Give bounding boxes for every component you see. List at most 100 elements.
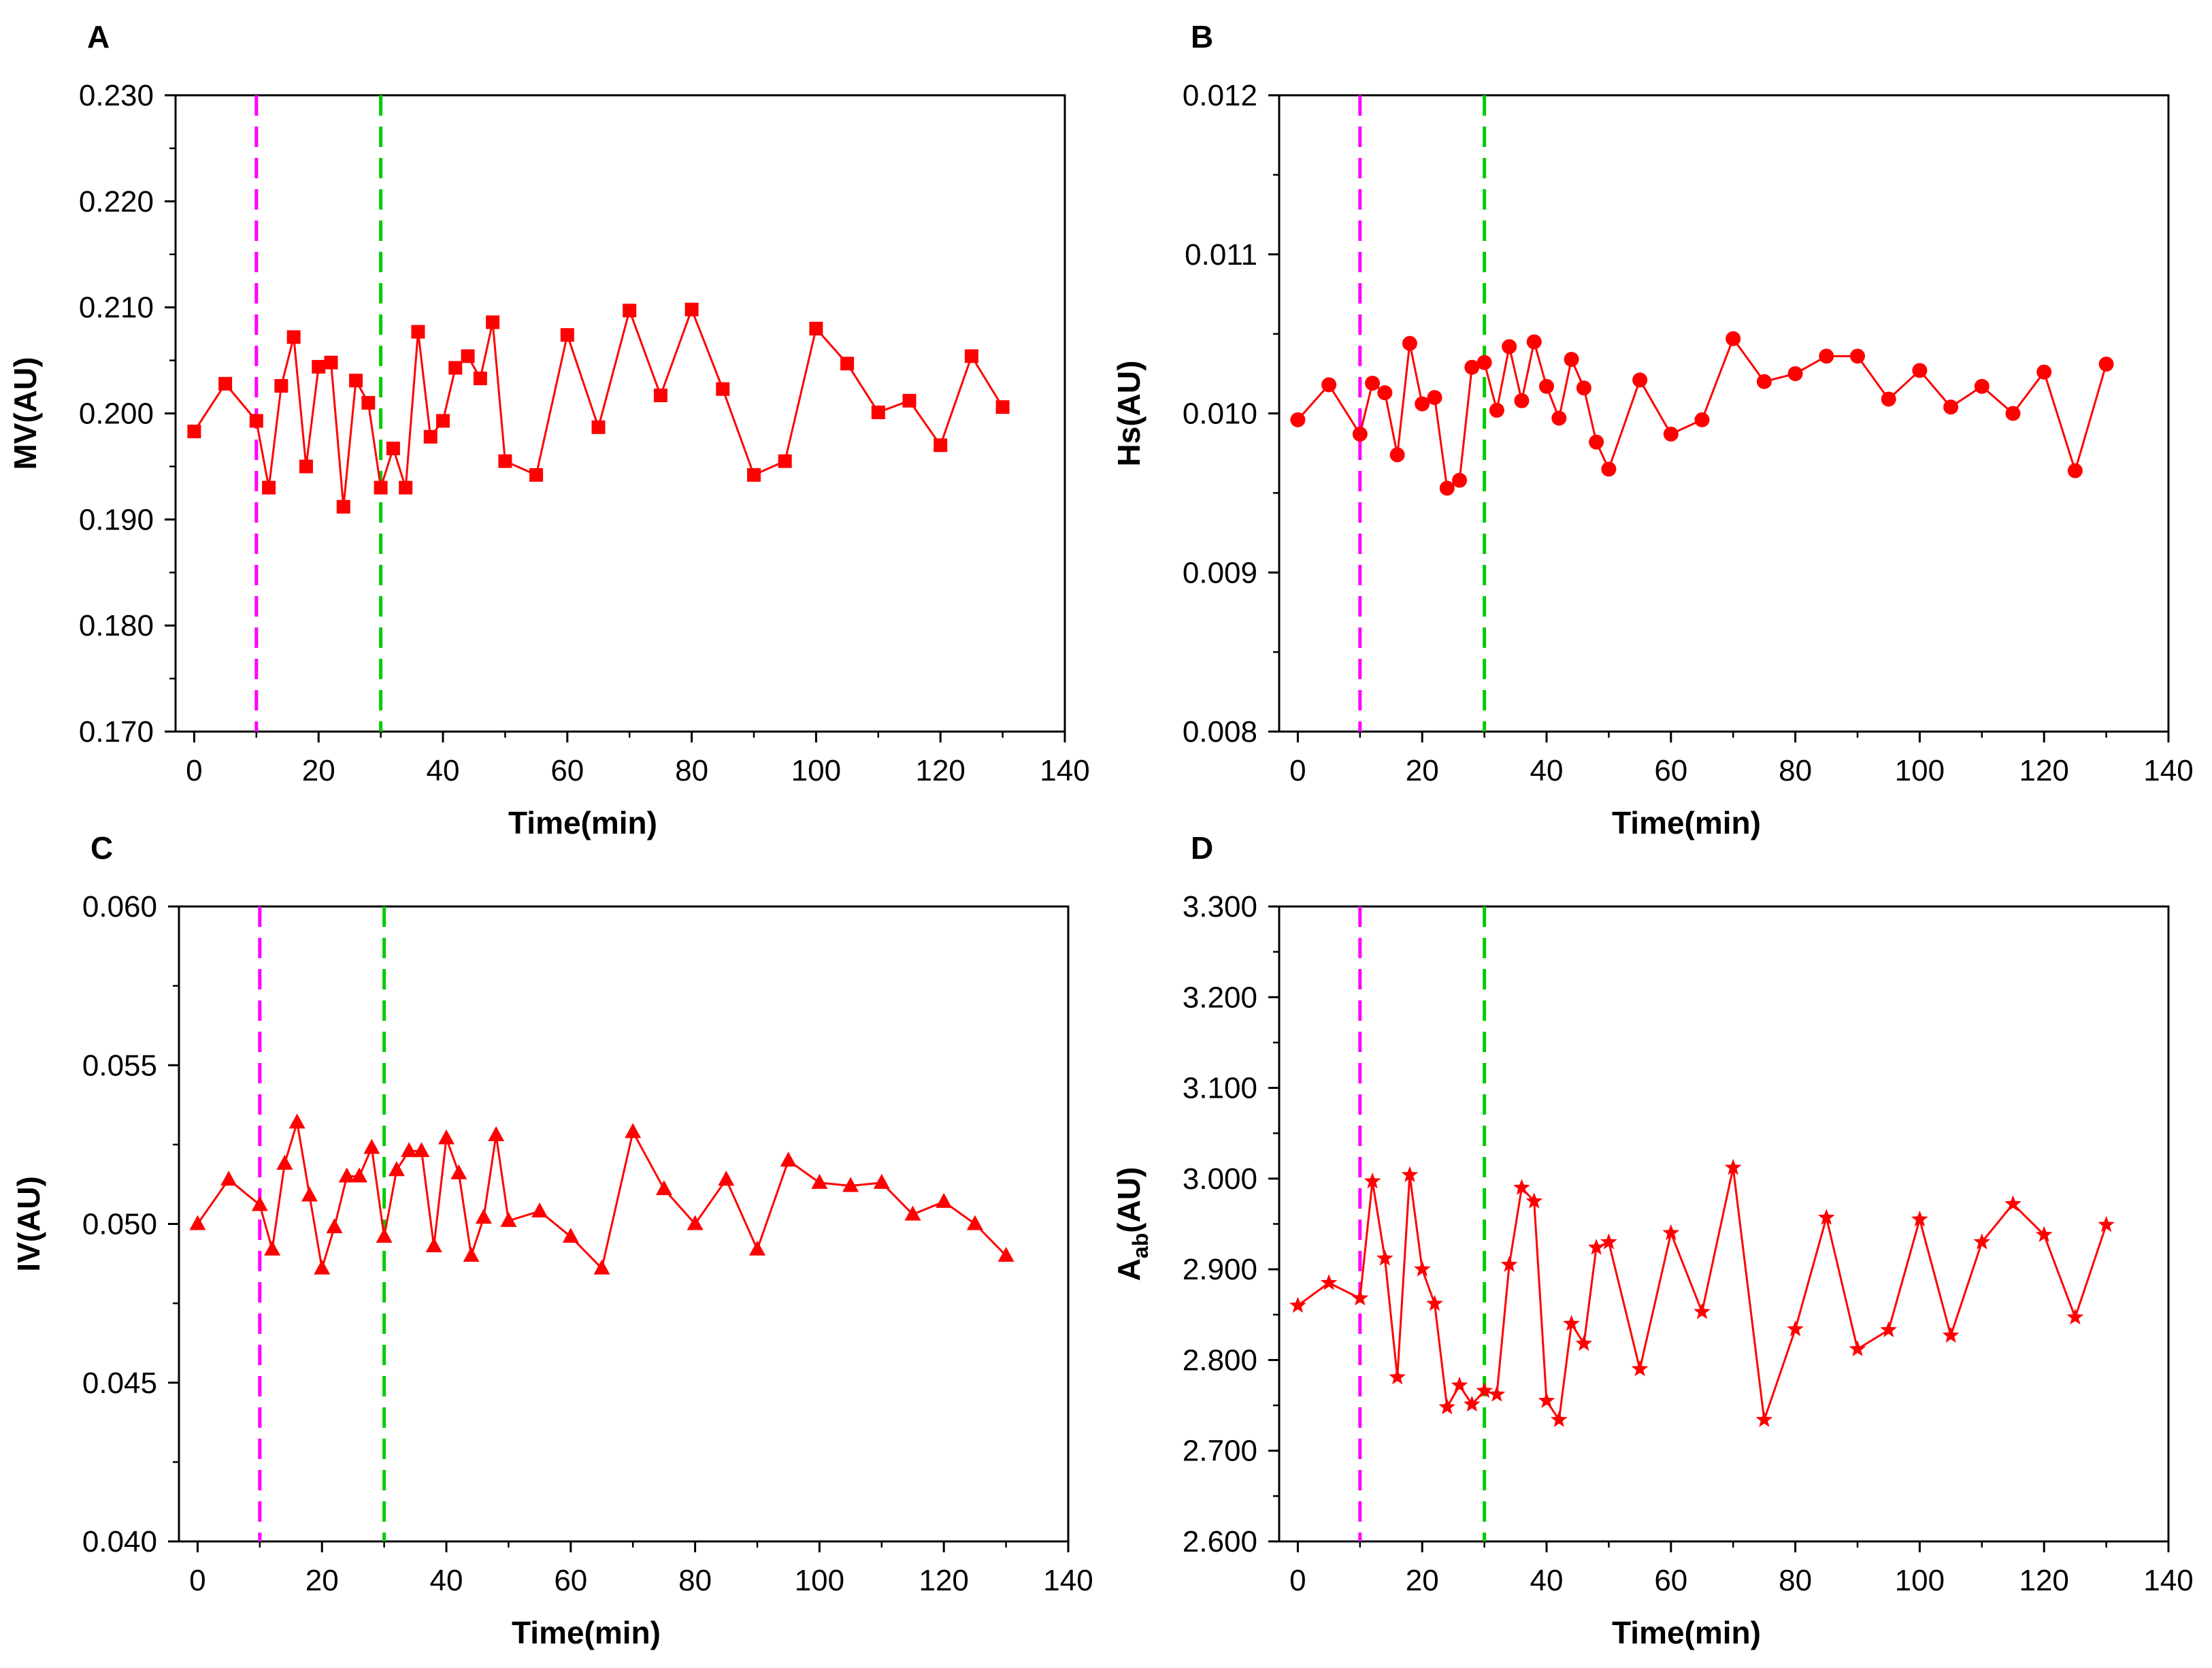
data-point <box>2066 1308 2084 1325</box>
data-point <box>1389 1368 1406 1385</box>
x-tick-label: 140 <box>1040 754 1089 787</box>
data-point <box>936 1192 953 1208</box>
y-tick-label: 0.170 <box>79 715 154 749</box>
y-axis-title-main: MV(AU) <box>7 357 43 470</box>
y-tick-label: 0.045 <box>82 1367 157 1400</box>
data-point <box>189 1215 206 1230</box>
data-point <box>187 424 201 438</box>
x-tick-label: 60 <box>1654 1564 1687 1597</box>
data-point <box>1415 396 1430 412</box>
data-point <box>1427 390 1442 406</box>
data-point <box>1631 1360 1649 1377</box>
data-point <box>2067 463 2083 478</box>
x-tick-label: 40 <box>427 754 460 787</box>
y-axis-title-subscript: ab <box>1128 1233 1153 1258</box>
x-tick-label: 80 <box>1779 754 1812 787</box>
data-point <box>625 1123 642 1139</box>
data-point <box>1476 1381 1493 1399</box>
y-axis-title: MV(AU) <box>7 357 43 470</box>
data-point <box>1364 1172 1381 1189</box>
data-point <box>531 1202 548 1217</box>
data-point <box>1402 336 1417 351</box>
x-tick-label: 100 <box>1895 1564 1945 1597</box>
data-point <box>2098 357 2114 372</box>
data-point <box>966 1215 983 1230</box>
data-point <box>964 349 978 363</box>
data-point <box>655 1180 672 1196</box>
data-point <box>1943 399 1959 415</box>
x-tick-label: 20 <box>306 1564 339 1597</box>
x-tick-label: 0 <box>186 754 202 787</box>
data-point <box>2004 1195 2021 1211</box>
data-point <box>473 372 487 386</box>
x-tick-label: 80 <box>1779 1564 1812 1597</box>
data-point <box>326 1218 343 1234</box>
data-point <box>220 1171 237 1186</box>
data-point <box>902 393 917 408</box>
panel-c: C 0 20 40 60 80 100 120 140 0.040 0.045 0.050 0.055 0… <box>11 830 1093 1650</box>
y-tick-label: 0.050 <box>82 1208 157 1241</box>
data-point <box>997 1247 1014 1262</box>
data-point <box>811 1173 828 1189</box>
data-point <box>529 468 544 482</box>
x-tick-label: 40 <box>1530 1564 1564 1597</box>
data-point <box>463 1247 480 1262</box>
data-point <box>376 1228 393 1243</box>
data-point <box>276 1154 293 1170</box>
data-point <box>2035 1226 2053 1242</box>
data-point <box>1817 1209 1835 1225</box>
data-point <box>363 1139 380 1154</box>
data-point <box>1880 1321 1898 1337</box>
data-point <box>1575 1335 1593 1351</box>
data-point <box>399 480 413 495</box>
data-point <box>2098 1215 2115 1232</box>
data-point <box>1563 1315 1580 1331</box>
data-point <box>653 389 667 403</box>
y-axis-title-units: (AU) <box>1111 1167 1146 1233</box>
data-point <box>1514 393 1530 408</box>
data-point <box>461 349 475 363</box>
data-point <box>401 1142 418 1158</box>
panel-label: A <box>87 19 110 54</box>
data-point <box>349 374 363 388</box>
panel-d: D 0 20 40 60 80 100 120 140 2.600 2.700 2.800 2.900 3… <box>1111 830 2194 1650</box>
data-point <box>842 1177 859 1192</box>
data-point <box>1632 372 1648 388</box>
x-tick-label: 140 <box>2143 1564 2193 1597</box>
y-tick-label: 3.300 <box>1183 890 1257 923</box>
y-axis-title-main: Hs(AU) <box>1111 361 1146 467</box>
data-point <box>1377 385 1393 401</box>
x-tick-label: 100 <box>1895 754 1945 787</box>
x-tick-label: 140 <box>2143 754 2193 787</box>
data-point <box>411 325 425 339</box>
data-point <box>264 1240 281 1256</box>
panel-b: B 0 20 40 60 80 100 120 140 0.008 0.009 0.010 0.011 0… <box>1111 19 2194 840</box>
data-point <box>2005 406 2021 421</box>
y-tick-label: 3.000 <box>1183 1162 1257 1196</box>
data-point <box>249 414 263 428</box>
data-point <box>1587 1239 1605 1255</box>
y-tick-label: 0.220 <box>79 185 154 218</box>
data-point <box>1502 339 1517 355</box>
data-point <box>425 1237 442 1253</box>
x-tick-label: 120 <box>915 754 965 787</box>
data-point <box>1755 1411 1773 1427</box>
data-point <box>1439 480 1455 496</box>
x-tick-label: 60 <box>554 1564 587 1597</box>
x-tick-label: 0 <box>1289 754 1306 787</box>
data-point <box>1365 376 1381 391</box>
data-point <box>386 441 400 455</box>
data-point <box>1550 1411 1568 1427</box>
y-tick-label: 0.060 <box>82 890 157 923</box>
y-tick-label: 0.011 <box>1185 238 1257 272</box>
data-point <box>1376 1249 1393 1266</box>
x-tick-label: 100 <box>795 1564 844 1597</box>
data-point <box>840 357 855 371</box>
data-point <box>684 302 699 316</box>
data-point <box>1551 410 1567 426</box>
data-point <box>486 315 500 329</box>
data-point <box>1526 334 1542 350</box>
y-tick-label: 3.200 <box>1183 981 1257 1014</box>
x-tick-label: 20 <box>302 754 335 787</box>
